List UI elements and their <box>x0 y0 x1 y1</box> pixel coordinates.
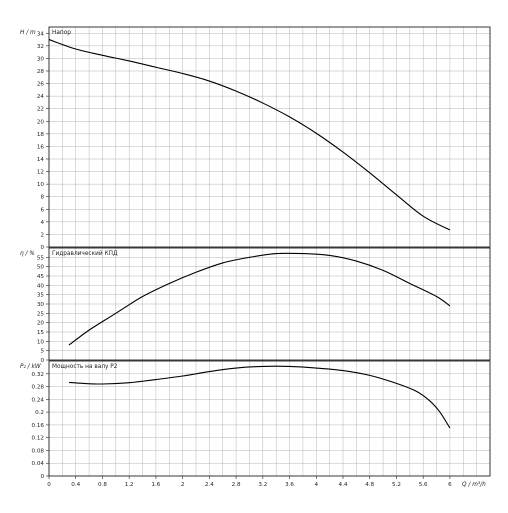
x-tick-label: 2.4 <box>205 482 214 488</box>
x-tick-label: 0.8 <box>98 482 107 488</box>
panel-1 <box>46 247 491 361</box>
y-tick-label: 45 <box>37 274 45 280</box>
y-tick-label: 28 <box>37 69 45 75</box>
x-tick-label: 1.6 <box>151 482 160 488</box>
x-tick-label: 4.8 <box>365 482 374 488</box>
y-tick-label: 0 <box>40 245 44 251</box>
x-tick-label: 0.4 <box>71 482 80 488</box>
x-tick-label: 5.2 <box>392 482 401 488</box>
y-tick-label: 10 <box>37 182 45 188</box>
series-line-0 <box>48 39 451 231</box>
y-tick-label: 18 <box>37 132 45 138</box>
plot-frame <box>48 247 491 361</box>
y-tick-label: 22 <box>37 107 44 113</box>
y-tick-label: 12 <box>37 170 44 176</box>
series-line-1 <box>68 252 451 346</box>
y-tick-label: 5 <box>40 349 44 355</box>
y-tick-label: 2 <box>40 232 44 238</box>
y-tick-label: 34 <box>37 31 45 37</box>
y-tick-label: 14 <box>37 157 45 163</box>
y-tick-label: 4 <box>40 220 44 226</box>
y-tick-label: 6 <box>40 207 44 213</box>
y-tick-label: 0.24 <box>32 397 45 403</box>
y-tick-label: 0 <box>40 358 44 364</box>
y-tick-label: 40 <box>37 283 45 289</box>
y-tick-label: 0.12 <box>32 436 44 442</box>
series-line-2 <box>69 365 451 429</box>
y-tick-label: 8 <box>40 195 44 201</box>
plot-frame <box>48 360 491 477</box>
y-tick-label: 15 <box>37 330 45 336</box>
panel-2 <box>46 360 491 477</box>
x-tick-label: 4.4 <box>339 482 348 488</box>
x-tick-label: 0 <box>47 482 51 488</box>
x-tick-label: 2.8 <box>232 482 241 488</box>
panel-title: Напор <box>52 30 71 36</box>
panel-title: Мощность на валу P2 <box>52 364 118 370</box>
y-tick-label: 20 <box>37 119 45 125</box>
y-axis-label: P₂ / kW <box>20 364 41 370</box>
y-axis-label: η / % <box>20 251 35 257</box>
x-tick-label: 1.2 <box>125 482 134 488</box>
y-tick-label: 32 <box>37 44 44 50</box>
y-tick-label: 24 <box>37 94 45 100</box>
x-tick-label: 5.6 <box>419 482 428 488</box>
x-tick-label: 2 <box>181 482 185 488</box>
x-tick-label: 4 <box>314 482 318 488</box>
y-tick-label: 30 <box>37 302 45 308</box>
y-tick-label: 30 <box>37 56 45 62</box>
y-tick-label: 0.32 <box>32 372 44 378</box>
y-tick-label: 10 <box>37 339 45 345</box>
x-tick-label: 3.6 <box>285 482 294 488</box>
x-tick-label: 6 <box>448 482 452 488</box>
y-axis-label: H / m <box>20 30 36 36</box>
y-tick-label: 55 <box>37 255 45 261</box>
y-tick-label: 16 <box>37 144 45 150</box>
y-tick-label: 0.04 <box>32 461 45 467</box>
y-tick-label: 20 <box>37 321 45 327</box>
y-tick-label: 26 <box>37 82 45 88</box>
x-tick-label: 3.2 <box>258 482 267 488</box>
y-tick-label: 0 <box>40 474 44 480</box>
y-tick-label: 0.28 <box>32 385 45 391</box>
y-tick-label: 50 <box>37 265 45 271</box>
plot-frame <box>48 26 491 248</box>
panel-title: Гидравлический КПД <box>52 250 118 257</box>
x-axis-label: Q / m³/h <box>462 481 486 488</box>
y-tick-label: 0.16 <box>32 423 45 429</box>
y-tick-label: 0.2 <box>35 410 44 416</box>
y-tick-label: 0.08 <box>32 448 45 454</box>
y-tick-label: 35 <box>37 293 45 299</box>
panel-0 <box>46 26 491 248</box>
y-tick-label: 25 <box>37 311 45 317</box>
